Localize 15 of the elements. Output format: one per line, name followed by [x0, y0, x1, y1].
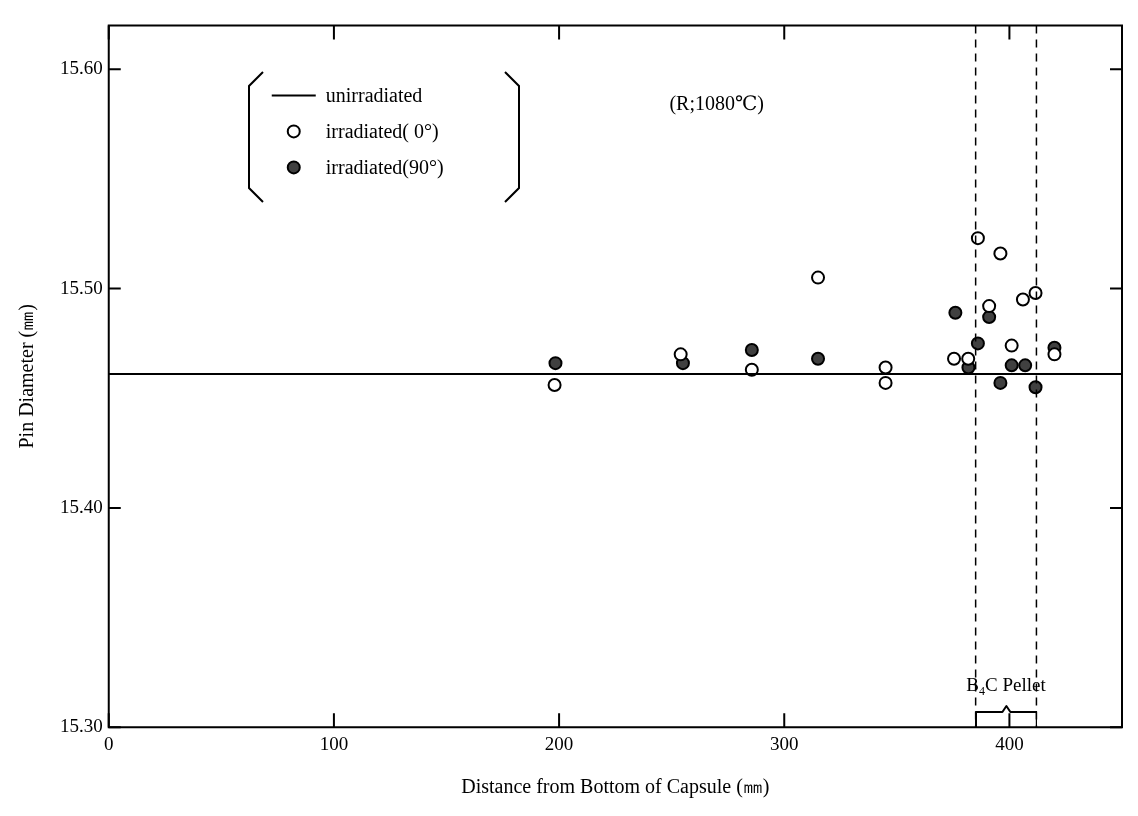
- x-tick-label: 0: [104, 732, 114, 754]
- annotation: (R;1080℃): [669, 92, 764, 116]
- x-tick-label: 400: [995, 732, 1024, 754]
- x-axis-title: Distance from Bottom of Capsule (㎜): [461, 775, 770, 799]
- x-tick-label: 200: [544, 732, 574, 754]
- y-tick-label: 15.50: [60, 276, 103, 298]
- legend-label: irradiated( 0°): [325, 120, 439, 144]
- legend-label: irradiated(90°): [325, 156, 444, 180]
- legend-label: unirradiated: [325, 84, 423, 107]
- y-tick-label: 15.30: [60, 715, 103, 737]
- y-tick-label: 15.60: [60, 57, 103, 79]
- x-tick-label: 100: [319, 732, 349, 754]
- y-axis-title: Pin Diameter (㎜): [15, 304, 39, 449]
- x-tick-label: 300: [770, 732, 799, 754]
- y-tick-label: 15.40: [60, 495, 103, 517]
